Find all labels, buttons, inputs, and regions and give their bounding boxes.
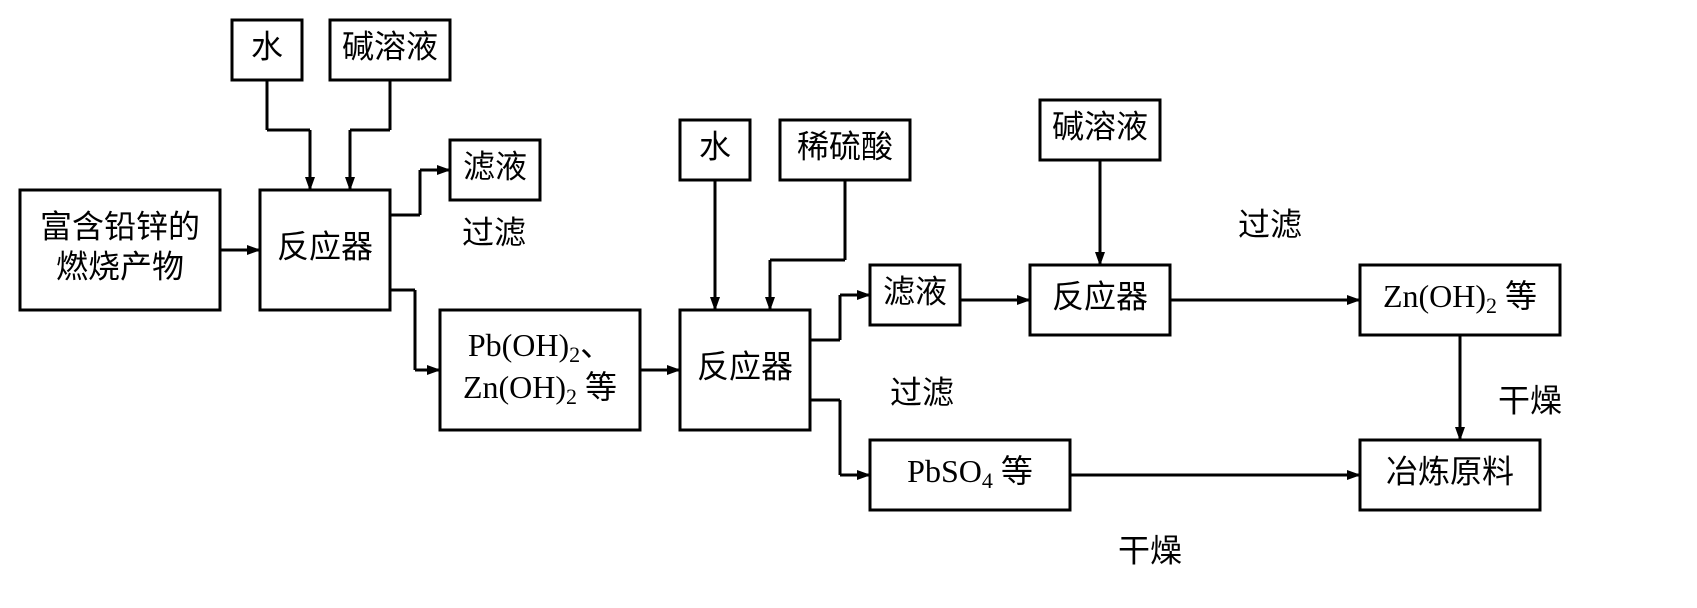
svg-text:PbSO4 等: PbSO4 等 bbox=[907, 453, 1033, 493]
svg-text:滤液: 滤液 bbox=[883, 273, 947, 309]
svg-text:滤液: 滤液 bbox=[463, 148, 527, 184]
svg-text:反应器: 反应器 bbox=[277, 228, 373, 264]
node-znoh2: Zn(OH)2 等 bbox=[1360, 265, 1560, 335]
node-smelting: 冶炼原料 bbox=[1360, 440, 1540, 510]
node-reactor1: 反应器 bbox=[260, 190, 390, 310]
node-pbso4: PbSO4 等 bbox=[870, 440, 1070, 510]
svg-text:Pb(OH)2、: Pb(OH)2、 bbox=[468, 328, 612, 368]
label-dry2: 干燥 bbox=[1498, 382, 1562, 418]
svg-text:Zn(OH)2 等: Zn(OH)2 等 bbox=[1383, 278, 1537, 318]
label-filter1: 过滤 bbox=[462, 214, 526, 250]
node-reactor3: 反应器 bbox=[1030, 265, 1170, 335]
svg-text:碱溶液: 碱溶液 bbox=[342, 28, 438, 64]
node-input_material: 富含铅锌的燃烧产物 bbox=[20, 190, 220, 310]
svg-text:燃烧产物: 燃烧产物 bbox=[56, 248, 184, 284]
flowchart-canvas: 富含铅锌的燃烧产物水碱溶液反应器滤液Pb(OH)2、Zn(OH)2 等水稀硫酸反… bbox=[0, 0, 1697, 608]
svg-text:反应器: 反应器 bbox=[1052, 278, 1148, 314]
svg-text:Zn(OH)2 等: Zn(OH)2 等 bbox=[463, 369, 617, 409]
svg-text:稀硫酸: 稀硫酸 bbox=[797, 128, 893, 164]
label-dry1: 干燥 bbox=[1118, 532, 1182, 568]
svg-text:水: 水 bbox=[251, 28, 283, 64]
label-filter2: 过滤 bbox=[890, 374, 954, 410]
node-water2: 水 bbox=[680, 120, 750, 180]
svg-text:水: 水 bbox=[699, 128, 731, 164]
node-reactor2: 反应器 bbox=[680, 310, 810, 430]
svg-text:碱溶液: 碱溶液 bbox=[1052, 108, 1148, 144]
label-filter3: 过滤 bbox=[1238, 206, 1302, 242]
node-alkali2: 碱溶液 bbox=[1040, 100, 1160, 160]
node-filtrate2: 滤液 bbox=[870, 265, 960, 325]
nodes-layer: 富含铅锌的燃烧产物水碱溶液反应器滤液Pb(OH)2、Zn(OH)2 等水稀硫酸反… bbox=[20, 20, 1560, 510]
svg-text:反应器: 反应器 bbox=[697, 348, 793, 384]
node-dilute_acid: 稀硫酸 bbox=[780, 120, 910, 180]
svg-text:富含铅锌的: 富含铅锌的 bbox=[40, 208, 200, 244]
node-water1: 水 bbox=[232, 20, 302, 80]
node-alkali1: 碱溶液 bbox=[330, 20, 450, 80]
svg-text:冶炼原料: 冶炼原料 bbox=[1386, 453, 1514, 489]
node-hydroxides: Pb(OH)2、Zn(OH)2 等 bbox=[440, 310, 640, 430]
node-filtrate1: 滤液 bbox=[450, 140, 540, 200]
